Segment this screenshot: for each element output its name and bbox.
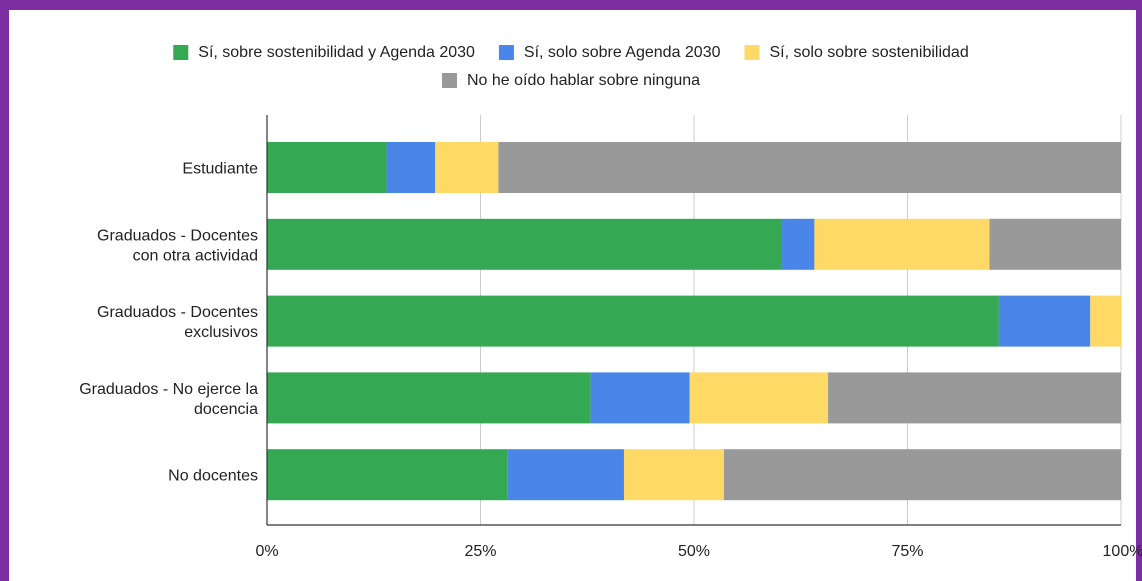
bars [267, 142, 1122, 501]
bar-segment [507, 449, 624, 501]
bar-segment [435, 142, 499, 193]
category-label: No docentes [168, 468, 258, 485]
bar-segment [998, 295, 1091, 347]
bar-segment [267, 218, 782, 270]
x-tick-label: 25% [464, 543, 496, 560]
legend-swatch [744, 45, 760, 60]
category-label: Graduados - No ejerce la docencia [79, 381, 258, 418]
bar-segment [267, 372, 591, 424]
bar-segment [498, 142, 1122, 193]
x-tick-label: 75% [891, 543, 923, 560]
bar-segment [781, 218, 815, 270]
bar-segment [814, 218, 990, 270]
legend-swatch [173, 45, 189, 60]
bar-segment [623, 449, 724, 501]
x-tick-label: 0% [255, 543, 278, 560]
axes: 0% 25% 50% 75% 100% Estudiante Graduados - Doc… [79, 115, 1142, 560]
category-label: Graduados - Docentes exclusivos [97, 304, 258, 341]
bar-segment [989, 218, 1121, 270]
x-tick-label: 100% [1103, 543, 1142, 560]
bar-segment [267, 449, 508, 501]
category-label: Graduados - Docentes con otra actividad [97, 227, 258, 264]
legend-label: Sí, solo sobre Agenda 2030 [524, 44, 721, 61]
bar-segment [386, 142, 436, 193]
legend-label: No he oído hablar sobre ninguna [467, 72, 700, 89]
bar-segment [590, 372, 690, 424]
legend-swatch [498, 45, 514, 60]
legend-label: Sí, sobre sostenibilidad y Agenda 2030 [198, 44, 475, 61]
legend-label: Sí, solo sobre sostenibilidad [770, 44, 969, 61]
bar-segment [828, 372, 1121, 424]
legend: Sí, sobre sostenibilidad y Agenda 2030 Sí… [173, 44, 969, 89]
x-tick-label: 50% [678, 543, 710, 560]
category-label: Estudiante [182, 161, 258, 178]
bar-segment [267, 295, 999, 347]
bar-segment [723, 449, 1121, 501]
legend-swatch [441, 73, 457, 88]
bar-segment [267, 142, 387, 193]
bar-segment [1090, 295, 1121, 347]
bar-segment [689, 372, 829, 424]
